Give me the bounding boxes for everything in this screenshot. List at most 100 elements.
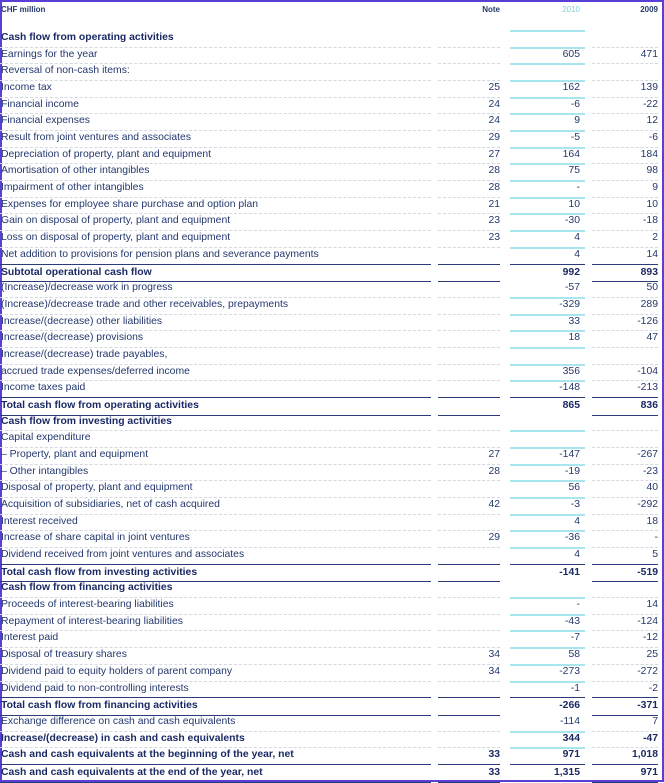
- table-row: Capital expenditure: [0, 430, 660, 449]
- value-2009: -22: [592, 97, 658, 115]
- value-2010-value: -148: [559, 382, 580, 394]
- row-label: Cash flow from operating activities: [0, 30, 431, 48]
- table-row: Financial expenses 24 9 12: [0, 113, 660, 133]
- note-column-header: Note: [482, 5, 500, 14]
- row-label: Financial expenses: [0, 113, 431, 132]
- table-row: Proceeds of interest-bearing liabilities…: [0, 597, 660, 616]
- value-2010-value: -5: [570, 132, 580, 144]
- note-cell: 33: [438, 763, 500, 783]
- value-2009: [592, 580, 658, 599]
- row-label: Interest received: [0, 514, 431, 532]
- value-2009: 184: [592, 147, 658, 165]
- value-2009: -272: [592, 664, 658, 682]
- value-2009: -126: [592, 314, 658, 332]
- value-2010-value: -141: [559, 566, 580, 578]
- value-2009: 25: [592, 647, 658, 665]
- table-row: Increase/(decrease) in cash and cash equ…: [0, 731, 660, 750]
- note-cell: [438, 547, 500, 564]
- row-label: (Increase)/decrease work in progress: [0, 280, 431, 298]
- value-2010: -36: [510, 530, 585, 550]
- value-2009: 139: [592, 80, 658, 98]
- value-2010: 162: [510, 80, 585, 99]
- value-2010: -141: [510, 563, 585, 582]
- value-2010: 56: [510, 480, 585, 500]
- year-2010-header: 2010: [510, 2, 585, 32]
- value-2010-value: -114: [559, 715, 580, 727]
- note-cell: 28: [438, 180, 500, 198]
- row-label: Cash and cash equivalents at the beginni…: [1, 749, 294, 761]
- value-2010: -30: [510, 213, 585, 233]
- row-label: Cash and cash equivalents at the end of …: [0, 763, 431, 783]
- value-2010-value: 1,315: [553, 766, 580, 778]
- note-cell: 25: [438, 80, 500, 98]
- unit-label: CHF million: [1, 5, 46, 14]
- value-2010: -266: [510, 697, 585, 715]
- value-2010-value: -30: [564, 215, 580, 227]
- table-row: Increase/(decrease) trade payables,: [0, 347, 660, 366]
- value-2009: -292: [592, 497, 658, 515]
- note-cell: [438, 280, 500, 298]
- value-2010-value: -7: [570, 632, 580, 644]
- value-2009: 98: [592, 163, 658, 182]
- row-label: Proceeds of interest-bearing liabilities: [0, 597, 431, 615]
- row-label: Increase/(decrease) provisions: [0, 330, 431, 348]
- column-header-row: CHF million Note 2010 2009: [0, 2, 660, 32]
- section-heading-row: Cash flow from operating activities: [0, 30, 660, 49]
- value-2010-value: -19: [564, 465, 580, 477]
- note-cell: [438, 430, 500, 448]
- table-row: Increase of share capital in joint ventu…: [0, 530, 660, 550]
- note-cell: [438, 630, 500, 649]
- value-2009: -519: [592, 563, 658, 583]
- value-2010: 4: [510, 230, 585, 249]
- row-label: Loss on disposal of property, plant and …: [0, 230, 431, 248]
- value-2010: 4: [510, 547, 585, 564]
- value-2010: 33: [510, 314, 585, 333]
- value-2009: 10: [592, 197, 658, 215]
- value-2010-value: 75: [568, 165, 580, 177]
- value-2010-value: 605: [562, 48, 580, 60]
- value-2010: 971: [510, 747, 585, 764]
- value-2010-value: -43: [564, 615, 580, 627]
- note-cell: 34: [438, 647, 500, 665]
- note-cell: 33: [488, 749, 500, 761]
- value-2010-value: -: [576, 599, 580, 611]
- row-label: Net addition to provisions for pension p…: [1, 248, 319, 260]
- note-cell: [438, 330, 500, 348]
- table-row: Increase/(decrease) other liabilities 33-…: [0, 314, 660, 333]
- note-cell: 23: [438, 230, 500, 248]
- row-label: Repayment of interest-bearing liabilitie…: [0, 614, 431, 632]
- value-2009: 5: [652, 549, 658, 561]
- total-row: Subtotal operational cash flow 992 893: [0, 263, 660, 283]
- value-2010-value: 9: [574, 115, 580, 127]
- value-2009: -: [592, 530, 658, 549]
- row-label: Gain on disposal of property, plant and …: [0, 213, 431, 232]
- table-row: Income taxes paid -148 -213: [0, 380, 660, 397]
- value-2009: 7: [592, 714, 658, 732]
- value-2009: [592, 430, 658, 448]
- value-2010: 10: [510, 197, 585, 216]
- table-row: Loss on disposal of property, plant and …: [0, 230, 660, 249]
- value-2009: 471: [592, 47, 658, 65]
- row-label: (Increase)/decrease trade and other rece…: [0, 297, 431, 315]
- value-2010: -5: [510, 130, 585, 149]
- value-2010: 164: [510, 147, 585, 166]
- value-2009: -23: [592, 464, 658, 482]
- value-2009: -267: [592, 447, 658, 465]
- value-2010: -7: [510, 630, 585, 650]
- value-2010: -: [510, 597, 585, 616]
- note-cell: [438, 314, 500, 332]
- section-heading-row: Cash flow from investing activities: [0, 414, 660, 433]
- value-2009: 47: [592, 330, 658, 348]
- row-label: Increase of share capital in joint ventu…: [0, 530, 431, 549]
- row-label: Amortisation of other intangibles: [0, 163, 431, 182]
- value-2010-value: -3: [570, 499, 580, 511]
- value-2010: 992: [510, 263, 585, 282]
- table-row: accrued trade expenses/deferred income 35…: [0, 364, 660, 383]
- table-row: Expenses for employee share purchase and…: [0, 197, 660, 216]
- table-row: Net addition to provisions for pension p…: [0, 247, 660, 264]
- table-row: Acquisition of subsidiaries, net of cash…: [0, 497, 660, 516]
- table-row: Depreciation of property, plant and equi…: [0, 147, 660, 166]
- value-2010: [510, 30, 585, 49]
- value-2009: -104: [592, 364, 658, 382]
- row-label: Increase/(decrease) other liabilities: [0, 314, 431, 332]
